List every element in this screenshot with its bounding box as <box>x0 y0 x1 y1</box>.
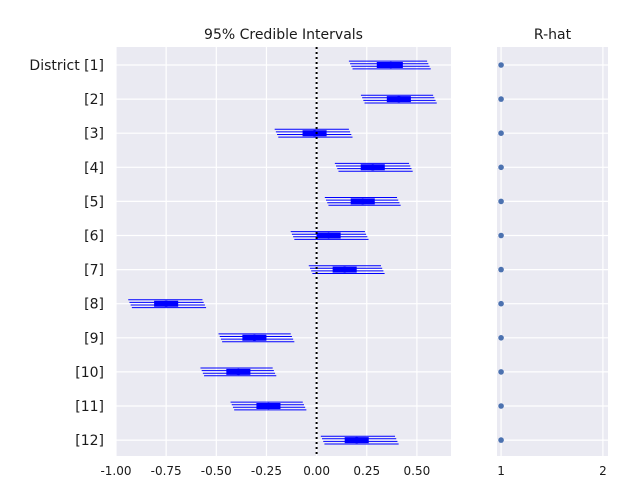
row-label: [3] <box>84 126 104 142</box>
mean-point <box>353 436 360 444</box>
rhat-point <box>498 232 504 239</box>
rhat-point <box>498 437 504 443</box>
mean-point <box>341 266 348 273</box>
row-label: [4] <box>84 160 104 176</box>
rhat-point <box>498 130 504 136</box>
rhat-point <box>498 164 504 171</box>
row-label: [7] <box>84 263 104 279</box>
mean-point <box>162 300 170 307</box>
row-label: [2] <box>84 92 104 108</box>
rhat-point <box>498 198 504 205</box>
rhat-x-tick-label: 1 <box>497 464 505 478</box>
x-tick-label: -0.75 <box>151 464 182 478</box>
row-label: District [1] <box>29 58 104 74</box>
mean-point <box>325 232 332 239</box>
mean-point <box>235 368 242 376</box>
mean-point <box>311 130 318 137</box>
rhat-point <box>498 62 504 68</box>
rhat-point <box>498 96 504 102</box>
rhat-point <box>498 335 504 341</box>
rhat-title: R-hat <box>534 27 572 43</box>
panel-title: 95% Credible Intervals <box>204 27 363 43</box>
row-label: [10] <box>75 365 104 381</box>
row-label: [6] <box>84 229 104 245</box>
row-label: [9] <box>84 331 104 347</box>
mean-point <box>395 95 403 103</box>
rhat-point <box>498 369 504 375</box>
mean-point <box>265 402 272 410</box>
row-label: [11] <box>75 399 104 415</box>
mean-point <box>359 198 366 205</box>
x-tick-label: 0.25 <box>353 464 380 478</box>
x-tick-label: 0.00 <box>303 464 330 478</box>
x-tick-label: -1.00 <box>100 464 131 478</box>
x-tick-label: 0.50 <box>404 464 431 478</box>
rhat-point <box>498 300 504 307</box>
rhat-point <box>498 403 504 409</box>
x-tick-label: -0.50 <box>201 464 232 478</box>
mean-point <box>251 334 258 341</box>
plot-background <box>116 47 451 456</box>
mean-point <box>387 61 395 69</box>
rhat-background <box>497 47 608 456</box>
row-label: [8] <box>84 297 104 313</box>
row-label: [5] <box>84 194 104 210</box>
x-tick-label: -0.25 <box>251 464 282 478</box>
credible-intervals-panel: -1.00 -0.75 -0.50 -0.25 0.00 0.25 0.50 District… <box>29 27 451 478</box>
mean-point <box>369 164 376 171</box>
rhat-x-tick-label: 2 <box>599 464 607 478</box>
row-label: [12] <box>75 433 104 449</box>
rhat-panel: 1 2 R-hat <box>497 27 608 478</box>
rhat-point <box>498 266 504 273</box>
